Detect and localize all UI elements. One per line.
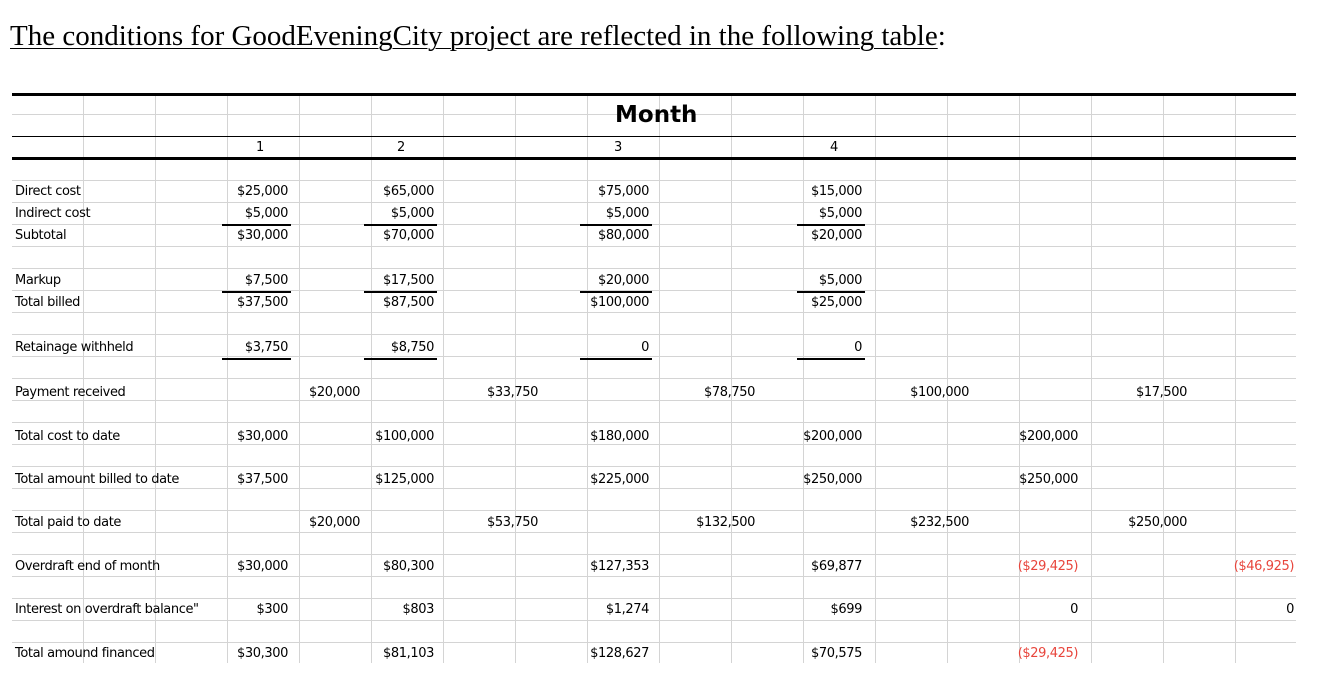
table-cell: ($29,425) xyxy=(1017,646,1079,661)
table-cell: $5,000 xyxy=(605,206,649,221)
row-label: Overdraft end of month xyxy=(15,559,160,574)
row-label: Interest on overdraft balance" xyxy=(15,602,199,617)
table-cell: $127,353 xyxy=(590,559,649,574)
table-cell: $65,000 xyxy=(383,184,434,199)
page-heading: The conditions for GoodEveningCity proje… xyxy=(10,20,946,53)
table-cell: $69,877 xyxy=(811,559,862,574)
month-number-3: 3 xyxy=(614,140,622,155)
table-cell: $80,300 xyxy=(383,559,434,574)
table-cell: $53,750 xyxy=(487,515,538,530)
month-number-2: 2 xyxy=(397,140,405,155)
table-cell: $25,000 xyxy=(811,295,862,310)
table-cell: $15,000 xyxy=(811,184,862,199)
table-cell: $250,000 xyxy=(803,472,862,487)
table-cell: $33,750 xyxy=(487,385,538,400)
heading-colon: : xyxy=(937,20,946,52)
row-label: Indirect cost xyxy=(15,206,91,221)
table-cell: $7,500 xyxy=(244,273,288,288)
row-label: Total amount billed to date xyxy=(15,472,179,487)
subtotal-underline xyxy=(364,224,437,226)
table-cell: $250,000 xyxy=(1128,515,1187,530)
table-cell: $25,000 xyxy=(237,184,288,199)
table-cell: $81,103 xyxy=(383,646,434,661)
row-label: Total billed xyxy=(15,295,81,310)
table-cell: $1,274 xyxy=(605,602,649,617)
month-header: Month xyxy=(615,102,698,128)
subtotal-underline xyxy=(580,358,652,360)
table-cell: 0 xyxy=(1070,602,1078,617)
row-label: Retainage withheld xyxy=(15,340,134,355)
row-label: Total amound financed xyxy=(15,646,155,661)
table-cell: $20,000 xyxy=(309,385,360,400)
row-label: Direct cost xyxy=(15,184,81,199)
table-cell: 0 xyxy=(854,340,862,355)
row-label: Payment received xyxy=(15,385,126,400)
table-cell: $125,000 xyxy=(375,472,434,487)
subtotal-underline xyxy=(580,224,652,226)
table-cell: $8,750 xyxy=(390,340,434,355)
table-cell: $20,000 xyxy=(811,228,862,243)
row-label: Markup xyxy=(15,273,61,288)
table-cell: $75,000 xyxy=(598,184,649,199)
subtotal-underline xyxy=(222,224,291,226)
subtotal-underline xyxy=(364,358,437,360)
row-label: Subtotal xyxy=(15,228,67,243)
table-cell: $17,500 xyxy=(1136,385,1187,400)
table-cell: $37,500 xyxy=(237,295,288,310)
table-cell: $180,000 xyxy=(590,429,649,444)
table-cell: $250,000 xyxy=(1019,472,1078,487)
table-cell: $200,000 xyxy=(803,429,862,444)
table-cell: $803 xyxy=(402,602,435,617)
table-cell: $5,000 xyxy=(244,206,288,221)
subtotal-underline xyxy=(797,224,865,226)
row-label: Total cost to date xyxy=(15,429,120,444)
subtotal-underline xyxy=(222,291,291,293)
table-cell: $20,000 xyxy=(598,273,649,288)
table-cell: $699 xyxy=(830,602,863,617)
table-cell: $70,575 xyxy=(811,646,862,661)
table-cell: ($46,925) xyxy=(1233,559,1295,574)
table-cell: $80,000 xyxy=(598,228,649,243)
table-header-bottom-rule xyxy=(12,157,1296,160)
month-number-1: 1 xyxy=(256,140,264,155)
table-cell: 0 xyxy=(641,340,649,355)
table-cell: $5,000 xyxy=(390,206,434,221)
heading-text: The conditions for GoodEveningCity proje… xyxy=(10,20,938,52)
table-cell: $100,000 xyxy=(590,295,649,310)
table-cell: $78,750 xyxy=(704,385,755,400)
month-number-top-rule xyxy=(12,136,1296,137)
subtotal-underline xyxy=(222,358,291,360)
subtotal-underline xyxy=(797,291,865,293)
subtotal-underline xyxy=(580,291,652,293)
table-cell: $300 xyxy=(256,602,289,617)
table-cell: $37,500 xyxy=(237,472,288,487)
table-cell: $128,627 xyxy=(590,646,649,661)
table-cell: ($29,425) xyxy=(1017,559,1079,574)
table-cell: $100,000 xyxy=(910,385,969,400)
table-cell: $3,750 xyxy=(244,340,288,355)
table-cell: $30,000 xyxy=(237,429,288,444)
table-cell: $17,500 xyxy=(383,273,434,288)
table-cell: $20,000 xyxy=(309,515,360,530)
table-top-rule xyxy=(12,93,1296,96)
table-cell: $225,000 xyxy=(590,472,649,487)
table-cell: $100,000 xyxy=(375,429,434,444)
table-cell: $30,300 xyxy=(237,646,288,661)
subtotal-underline xyxy=(364,291,437,293)
table-cell: $5,000 xyxy=(818,206,862,221)
table-cell: 0 xyxy=(1286,602,1294,617)
month-number-4: 4 xyxy=(830,140,838,155)
table-cell: $70,000 xyxy=(383,228,434,243)
table-cell: $30,000 xyxy=(237,228,288,243)
table-cell: $87,500 xyxy=(383,295,434,310)
table-cell: $30,000 xyxy=(237,559,288,574)
table-cell: $5,000 xyxy=(818,273,862,288)
table-cell: $232,500 xyxy=(910,515,969,530)
subtotal-underline xyxy=(797,358,865,360)
cost-table: Month 1 2 3 4 Direct cost $25,000 $65,000 $… xyxy=(12,93,1296,663)
row-label: Total paid to date xyxy=(15,515,122,530)
table-cell: $200,000 xyxy=(1019,429,1078,444)
table-cell: $132,500 xyxy=(696,515,755,530)
